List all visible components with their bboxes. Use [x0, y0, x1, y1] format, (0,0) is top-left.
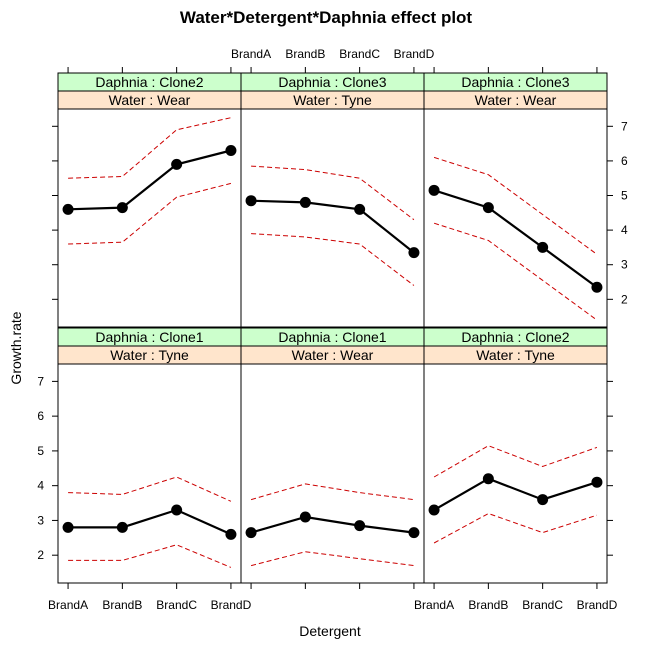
x-tick-label: BrandA [48, 598, 88, 612]
fit-point [245, 195, 257, 207]
y-tick-label: 2 [37, 548, 44, 562]
fit-point [428, 184, 440, 196]
x-tick-label: BrandB [468, 598, 508, 612]
fit-point [408, 247, 420, 259]
chart-title: Water*Detergent*Daphnia effect plot [180, 8, 473, 27]
strip-water-label: Water : Wear [109, 92, 191, 108]
fit-point [116, 202, 128, 214]
lower-band [68, 544, 232, 568]
strip-daphnia-label: Daphnia : Clone1 [278, 329, 386, 345]
strip-daphnia-label: Daphnia : Clone3 [461, 74, 569, 90]
y-tick-label: 7 [37, 374, 44, 388]
fit-point [482, 473, 494, 485]
panel-1-2: Daphnia : Clone2 Water : Tyne [423, 327, 608, 584]
panel-0-0: Daphnia : Clone2 Water : Wear [57, 72, 242, 328]
fit-point [171, 158, 183, 170]
upper-band [68, 476, 232, 502]
axes-layer: BrandA BrandB BrandC BrandD BrandA BrandB Bran… [37, 47, 628, 612]
fit-line [250, 515, 415, 534]
y-tick-label: 4 [37, 479, 44, 493]
fit-point [245, 527, 257, 539]
strip-daphnia-label: Daphnia : Clone3 [278, 74, 386, 90]
x-tick-label: BrandD [211, 598, 252, 612]
fit-point [225, 145, 237, 157]
x-tick-label: BrandC [339, 47, 380, 61]
fit-point [171, 504, 183, 516]
panel-1-1: Daphnia : Clone1 Water : Wear [240, 327, 425, 584]
y-tick-label: 7 [621, 119, 628, 133]
fit-line [68, 508, 232, 536]
fit-line [433, 477, 598, 511]
strip-water-label: Water : Tyne [293, 92, 372, 108]
fit-point [225, 528, 237, 540]
upper-band [68, 117, 232, 179]
fit-point [591, 281, 603, 293]
panel-frame [57, 108, 242, 328]
fit-point [62, 521, 74, 533]
fit-point [62, 203, 74, 215]
upper-band [433, 445, 598, 478]
x-tick-label: BrandB [102, 598, 142, 612]
fit-line [251, 199, 415, 254]
panel-frame [240, 363, 425, 584]
fit-point [537, 241, 549, 253]
strip-daphnia-label: Daphnia : Clone2 [461, 329, 569, 345]
fit-point [408, 527, 420, 539]
strip-water-label: Water : Tyne [476, 347, 555, 363]
fit-point [482, 202, 494, 214]
y-tick-label: 3 [37, 513, 44, 527]
panel-frame [240, 108, 425, 328]
fit-point [354, 520, 366, 532]
x-tick-label: BrandD [577, 598, 618, 612]
strip-water-label: Water : Tyne [110, 347, 189, 363]
y-tick-label: 3 [621, 258, 628, 272]
lower-band [433, 512, 598, 544]
y-tick-label: 6 [621, 154, 628, 168]
y-axis-label: Growth.rate [8, 311, 24, 384]
y-tick-label: 4 [621, 223, 628, 237]
lower-band [251, 233, 415, 286]
x-axis-label: Detergent [299, 623, 361, 639]
y-tick-label: 5 [621, 189, 628, 203]
strip-water-label: Water : Wear [475, 92, 557, 108]
fit-point [116, 521, 128, 533]
fit-point [299, 511, 311, 523]
strip-daphnia-label: Daphnia : Clone2 [95, 74, 203, 90]
panel-1-0: Daphnia : Clone1 Water : Tyne [57, 327, 242, 584]
upper-band [250, 483, 414, 501]
fit-line [68, 149, 232, 211]
lower-band [433, 222, 598, 321]
panel-frame [423, 108, 608, 328]
panel-0-1: Daphnia : Clone3 Water : Tyne [240, 72, 425, 328]
panel-frame [423, 363, 608, 584]
x-tick-label: BrandC [156, 598, 197, 612]
x-tick-label: BrandB [285, 47, 325, 61]
x-tick-label: BrandA [414, 598, 454, 612]
fit-point [354, 203, 366, 215]
panel-frame [57, 363, 242, 584]
fit-point [428, 504, 440, 516]
strip-daphnia-label: Daphnia : Clone1 [95, 329, 203, 345]
x-tick-label: BrandC [522, 598, 563, 612]
lower-band [250, 551, 414, 567]
fit-point [537, 494, 549, 506]
x-tick-label: BrandA [231, 47, 271, 61]
y-tick-label: 2 [621, 292, 628, 306]
lower-band [68, 182, 232, 245]
x-tick-label: BrandD [394, 47, 435, 61]
upper-band [433, 156, 598, 255]
fit-line [433, 189, 598, 289]
y-tick-label: 5 [37, 444, 44, 458]
strip-water-label: Water : Wear [292, 347, 374, 363]
upper-band [251, 165, 415, 221]
fit-point [591, 476, 603, 488]
panel-0-2: Daphnia : Clone3 Water : Wear [423, 72, 608, 328]
fit-point [299, 196, 311, 208]
y-tick-label: 6 [37, 409, 44, 423]
